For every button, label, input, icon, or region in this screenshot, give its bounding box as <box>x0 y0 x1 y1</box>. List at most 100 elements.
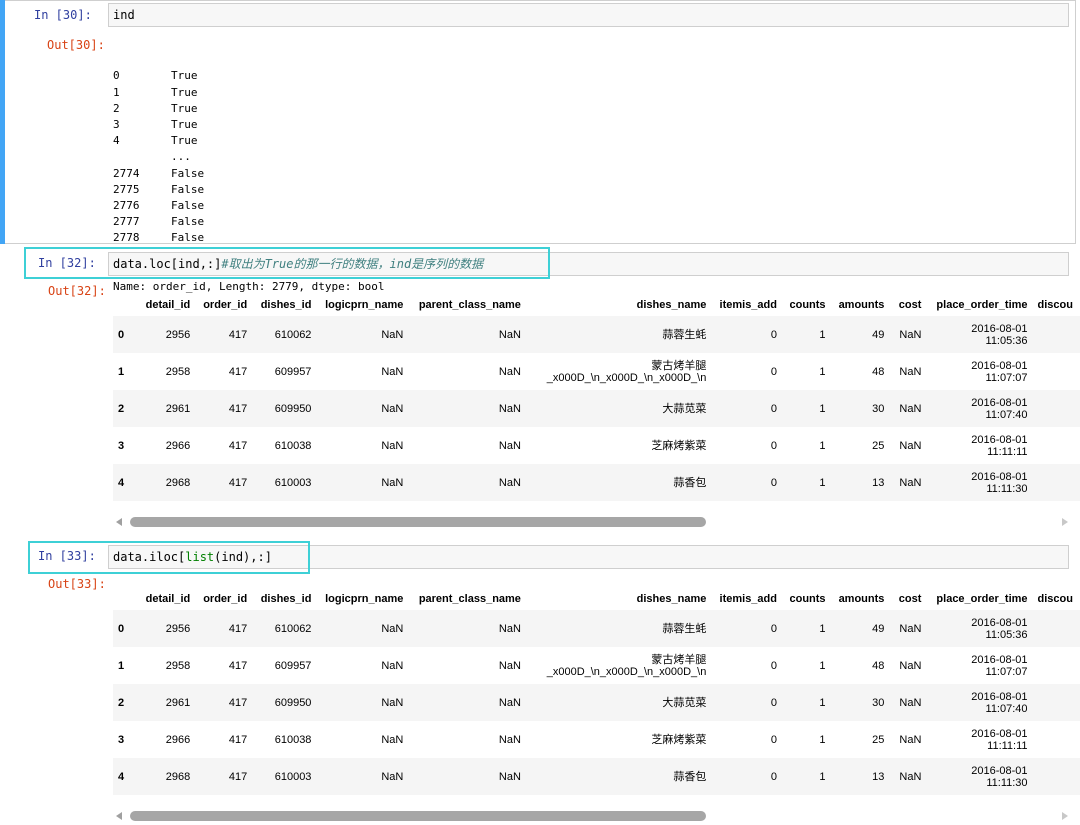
horizontal-scrollbar-33[interactable] <box>116 809 1068 823</box>
cell-discount <box>1033 464 1080 501</box>
order-date: 2016-08-01 <box>971 616 1028 629</box>
cell-logicprn-name: NaN <box>381 402 404 415</box>
cell-logicprn-name: NaN <box>381 476 404 489</box>
scroll-right-icon[interactable] <box>1062 812 1068 820</box>
scroll-thumb[interactable] <box>130 811 706 821</box>
table-row: 2 2961 417 609950 NaN NaN 大蒜苋菜 0 1 30 NaN 2016-08-0… <box>113 390 1080 427</box>
cell-counts: 1 <box>819 659 826 672</box>
cell-parent-class-name: NaN <box>498 476 521 489</box>
dishes-name-line1: 蒙古烤羊腿 <box>651 653 707 666</box>
cell-discount <box>1033 684 1080 721</box>
cell-parent-class-name: NaN <box>498 328 521 341</box>
dishes-name-text: 芝麻烤紫菜 <box>651 734 706 746</box>
cell-discount <box>1033 427 1080 464</box>
series-value: False <box>171 231 205 245</box>
cell-detail-id: 2956 <box>165 328 191 341</box>
cell-itemis-add: 0 <box>770 622 777 635</box>
series-row: 1 True <box>113 85 385 101</box>
order-time: 11:11:30 <box>986 776 1028 789</box>
cell-itemis-add: 0 <box>770 476 777 489</box>
table-row: 4 2968 417 610003 NaN NaN 蒜香包 0 1 13 NaN 2016-08-01… <box>113 758 1080 795</box>
cell-discount <box>1033 758 1080 795</box>
column-header: place_order_time <box>936 299 1028 311</box>
cell-amounts: 25 <box>872 439 885 452</box>
cell-amounts: 13 <box>872 476 885 489</box>
cell-dishes-name: 蒙古烤羊腿 _x000D_\n_x000D_\n_x000D_\n <box>526 647 711 684</box>
table-row: 2 2961 417 609950 NaN NaN 大蒜苋菜 0 1 30 NaN 2016-08-0… <box>113 684 1080 721</box>
code-prefix: data.iloc[ <box>113 550 186 564</box>
scroll-right-icon[interactable] <box>1062 518 1068 526</box>
cell-selection-bar <box>0 0 5 244</box>
cell-itemis-add: 0 <box>770 328 777 341</box>
row-index: 1 <box>118 659 125 672</box>
cell-counts: 1 <box>819 402 826 415</box>
horizontal-scrollbar-32[interactable] <box>116 515 1068 529</box>
cell-detail-id: 2958 <box>165 659 191 672</box>
cell-amounts: 49 <box>872 328 885 341</box>
cell-place-order-time: 2016-08-01 11:05:36 <box>926 610 1032 647</box>
cell-dishes-id: 610062 <box>274 622 312 635</box>
column-header: detail_id <box>145 299 191 311</box>
cell-cost: NaN <box>899 402 922 415</box>
cell-dishes-name: 蒙古烤羊腿 _x000D_\n_x000D_\n_x000D_\n <box>526 353 711 390</box>
cell-cost: NaN <box>899 733 922 746</box>
series-value: False <box>171 182 205 196</box>
row-index: 3 <box>118 733 125 746</box>
dishes-name-text: 蒙古烤羊腿 _x000D_\n_x000D_\n_x000D_\n <box>547 654 707 678</box>
series-row: 2776 False <box>113 198 385 214</box>
row-index: 4 <box>118 476 125 489</box>
dishes-name-line1: 芝麻烤紫菜 <box>651 733 707 746</box>
cell-parent-class-name: NaN <box>498 439 521 452</box>
cell-place-order-time: 2016-08-01 11:11:30 <box>926 758 1032 795</box>
order-time-text: 2016-08-01 11:11:11 <box>971 434 1027 458</box>
cell-logicprn-name: NaN <box>381 770 404 783</box>
series-row: 2778 False <box>113 230 385 246</box>
dishes-name-line1: 大蒜苋菜 <box>662 696 707 709</box>
series-output: 0 True 1 True 2 True 3 True 4 True... 2774 False 277… <box>113 36 385 311</box>
cell-cost: NaN <box>899 439 922 452</box>
cell-itemis-add: 0 <box>770 365 777 378</box>
cell-cost: NaN <box>899 770 922 783</box>
scroll-thumb[interactable] <box>130 517 706 527</box>
order-time: 11:07:40 <box>985 408 1028 421</box>
cell-order-id: 417 <box>228 733 248 746</box>
dishes-name-line1: 蒜蓉生蚝 <box>662 622 707 635</box>
column-header: counts <box>789 593 826 605</box>
order-date: 2016-08-01 <box>971 433 1028 446</box>
series-value: False <box>171 166 205 180</box>
scroll-left-icon[interactable] <box>116 518 122 526</box>
cell-dishes-id: 609950 <box>274 696 312 709</box>
cell-place-order-time: 2016-08-01 11:07:40 <box>926 390 1032 427</box>
series-value: False <box>171 215 205 229</box>
column-header: logicprn_name <box>325 299 404 311</box>
code-input-32[interactable]: data.loc[ind,:]#取出为True的那一行的数据，ind是序列的数据 <box>108 252 1069 276</box>
column-header: logicprn_name <box>325 593 404 605</box>
code-input-30[interactable]: ind <box>108 3 1069 27</box>
dishes-name-line1: 芝麻烤紫菜 <box>651 439 707 452</box>
dishes-name-line1: 蒜香包 <box>673 770 707 783</box>
column-header: dishes_name <box>636 299 707 311</box>
scroll-left-icon[interactable] <box>116 812 122 820</box>
code-text: ind <box>113 8 135 22</box>
dishes-name-text: 蒜蓉生蚝 <box>662 329 706 341</box>
column-header: itemis_add <box>719 299 777 311</box>
cell-discount <box>1033 316 1080 353</box>
cell-logicprn-name: NaN <box>381 328 404 341</box>
order-date: 2016-08-01 <box>971 653 1028 666</box>
code-main: data.loc[ind,:] <box>113 257 222 271</box>
code-input-33[interactable]: data.iloc[list(ind),:] <box>108 545 1069 569</box>
series-value: True <box>171 118 198 132</box>
cell-counts: 1 <box>819 622 826 635</box>
cell-detail-id: 2966 <box>165 733 191 746</box>
cell-counts: 1 <box>819 476 826 489</box>
cell-detail-id: 2968 <box>165 770 191 783</box>
series-row: 2775 False <box>113 182 385 198</box>
order-time-text: 2016-08-01 11:11:30 <box>971 765 1027 789</box>
cell-order-id: 417 <box>228 476 248 489</box>
series-row: 4 True <box>113 133 385 149</box>
order-date: 2016-08-01 <box>971 396 1028 409</box>
table-row: 1 2958 417 609957 NaN NaN 蒙古烤羊腿 _x000D_\n_x000D… <box>113 647 1080 684</box>
order-time: 11:07:07 <box>985 371 1028 384</box>
column-header: detail_id <box>145 593 191 605</box>
order-date: 2016-08-01 <box>971 727 1028 740</box>
